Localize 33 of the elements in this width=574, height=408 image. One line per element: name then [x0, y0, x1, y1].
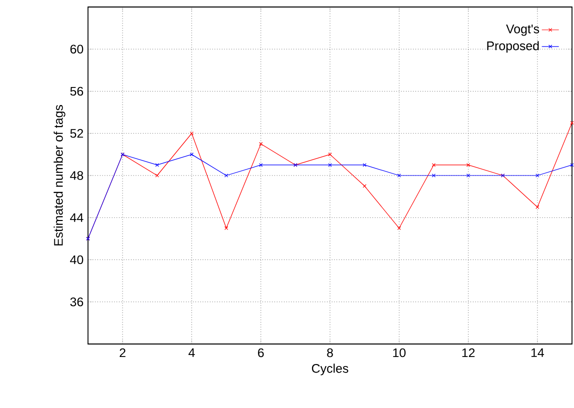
x-tick-label: 6: [258, 348, 264, 358]
x-tick-label: 2: [120, 348, 126, 358]
point: [466, 163, 470, 167]
point: [432, 163, 436, 167]
y-tick-label: 56: [70, 86, 84, 96]
x-tick-label: 14: [531, 348, 544, 357]
y-tick-label: 44: [70, 213, 84, 222]
point: [224, 174, 228, 178]
point: [362, 184, 366, 188]
y-tick-label: 52: [70, 128, 84, 138]
legend-label: Vogt's: [506, 24, 540, 36]
y-tick-label: 60: [70, 44, 84, 54]
point: [190, 132, 194, 136]
legend-label: Proposed: [487, 41, 539, 53]
x-tick-label: 10: [393, 348, 406, 358]
point: [397, 174, 401, 178]
x-tick-label: 12: [462, 348, 475, 358]
point: [259, 163, 263, 167]
y-tick-label: 36: [70, 297, 84, 306]
point: [190, 152, 194, 156]
x-axis-title: Cycles: [312, 364, 348, 376]
point: [155, 163, 159, 167]
x-tick-label: 8: [327, 348, 333, 358]
y-tick-label: 40: [70, 255, 84, 264]
point: [155, 174, 159, 178]
y-tick-label: 48: [70, 171, 84, 180]
y-axis-title: Estimated number of tags: [54, 105, 66, 246]
point: [536, 174, 540, 178]
point: [432, 174, 436, 178]
point: [328, 152, 332, 156]
x-tick-label: 4: [188, 348, 195, 357]
point: [224, 226, 228, 230]
point: [466, 174, 470, 178]
